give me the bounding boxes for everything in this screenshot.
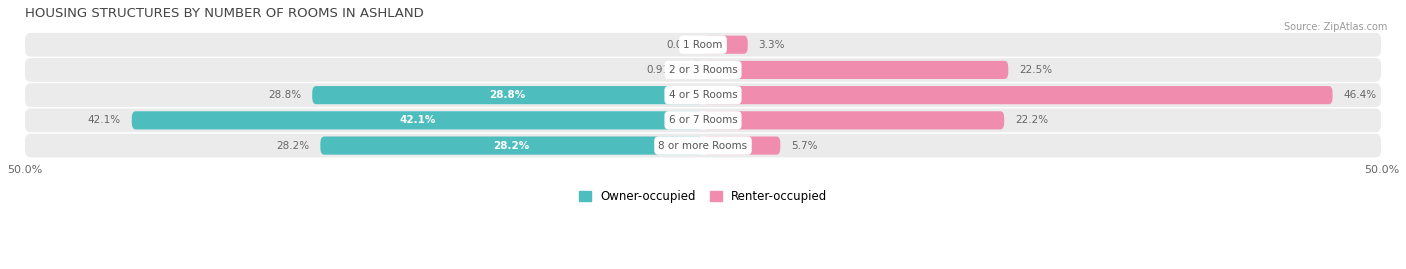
- Text: 6 or 7 Rooms: 6 or 7 Rooms: [669, 115, 737, 125]
- FancyBboxPatch shape: [24, 33, 1382, 56]
- Text: Source: ZipAtlas.com: Source: ZipAtlas.com: [1284, 22, 1388, 31]
- FancyBboxPatch shape: [321, 136, 703, 155]
- FancyBboxPatch shape: [312, 86, 703, 104]
- Text: 0.0%: 0.0%: [666, 40, 692, 50]
- Text: 28.2%: 28.2%: [277, 141, 309, 151]
- Text: 2 or 3 Rooms: 2 or 3 Rooms: [669, 65, 737, 75]
- Text: 4 or 5 Rooms: 4 or 5 Rooms: [669, 90, 737, 100]
- Text: HOUSING STRUCTURES BY NUMBER OF ROOMS IN ASHLAND: HOUSING STRUCTURES BY NUMBER OF ROOMS IN…: [24, 7, 423, 20]
- Text: 3.3%: 3.3%: [759, 40, 785, 50]
- Text: 28.8%: 28.8%: [269, 90, 301, 100]
- FancyBboxPatch shape: [24, 134, 1382, 157]
- FancyBboxPatch shape: [24, 58, 1382, 82]
- Text: 28.8%: 28.8%: [489, 90, 526, 100]
- Text: 22.5%: 22.5%: [1019, 65, 1052, 75]
- FancyBboxPatch shape: [703, 36, 748, 54]
- FancyBboxPatch shape: [24, 83, 1382, 107]
- Text: 1 Room: 1 Room: [683, 40, 723, 50]
- Text: 0.91%: 0.91%: [647, 65, 679, 75]
- FancyBboxPatch shape: [703, 86, 1333, 104]
- Text: 46.4%: 46.4%: [1344, 90, 1376, 100]
- FancyBboxPatch shape: [690, 61, 703, 79]
- FancyBboxPatch shape: [132, 111, 703, 129]
- Legend: Owner-occupied, Renter-occupied: Owner-occupied, Renter-occupied: [574, 185, 832, 208]
- FancyBboxPatch shape: [703, 61, 1008, 79]
- Text: 8 or more Rooms: 8 or more Rooms: [658, 141, 748, 151]
- FancyBboxPatch shape: [24, 108, 1382, 132]
- Text: 22.2%: 22.2%: [1015, 115, 1049, 125]
- Text: 5.7%: 5.7%: [792, 141, 818, 151]
- Text: 42.1%: 42.1%: [399, 115, 436, 125]
- Text: 42.1%: 42.1%: [87, 115, 121, 125]
- FancyBboxPatch shape: [703, 111, 1004, 129]
- Text: 28.2%: 28.2%: [494, 141, 530, 151]
- FancyBboxPatch shape: [703, 136, 780, 155]
